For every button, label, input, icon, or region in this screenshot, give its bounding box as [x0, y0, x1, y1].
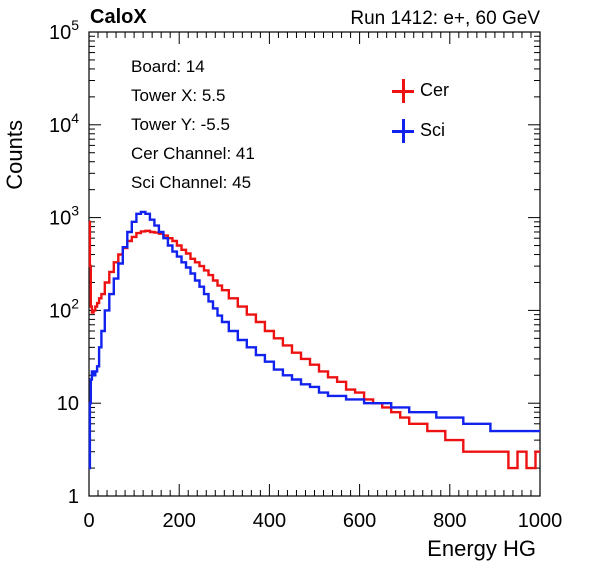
y-tick-label: 105: [49, 17, 79, 44]
series-line-sci: [88, 210, 540, 470]
legend-marker-sci: [392, 118, 414, 144]
x-tick-label: 400: [253, 510, 286, 532]
sci-channel-line: Sci Channel: 45: [131, 173, 252, 192]
x-tick-labels: 0 200 400 600 800 1000: [83, 510, 562, 532]
series-group: [88, 210, 540, 470]
info-box: Board: 14 Tower X: 5.5 Tower Y: -5.5 Cer…: [131, 52, 255, 197]
cer-channel-line: Cer Channel: 41: [131, 144, 255, 163]
y-tick-label: 10: [57, 393, 79, 415]
x-axis-title: Energy HG: [427, 536, 536, 561]
run-label: Run 1412: e+, 60 GeV: [350, 8, 540, 29]
tower-y-line: Tower Y: -5.5: [131, 115, 230, 134]
x-tick-label: 1000: [518, 510, 563, 532]
experiment-label: CaloX: [90, 6, 147, 28]
y-axis-title: Counts: [2, 120, 27, 190]
y-tick-label: 1: [68, 486, 79, 508]
legend-label-sci: Sci: [420, 120, 446, 140]
legend-label-cer: Cer: [420, 80, 450, 100]
y-tick-labels: 1 10 102 103 104 105: [49, 17, 79, 508]
y-tick-label: 102: [49, 295, 79, 322]
y-tick-label: 104: [49, 110, 79, 137]
y-tick-label: 103: [49, 203, 79, 230]
board-line: Board: 14: [131, 57, 205, 76]
x-tick-label: 800: [433, 510, 466, 532]
legend-marker-cer: [392, 78, 414, 104]
x-tick-label: 0: [83, 510, 94, 532]
x-tick-label: 200: [163, 510, 196, 532]
x-tick-label: 600: [343, 510, 376, 532]
tower-x-line: Tower X: 5.5: [131, 86, 226, 105]
series-line-cer: [88, 220, 540, 470]
